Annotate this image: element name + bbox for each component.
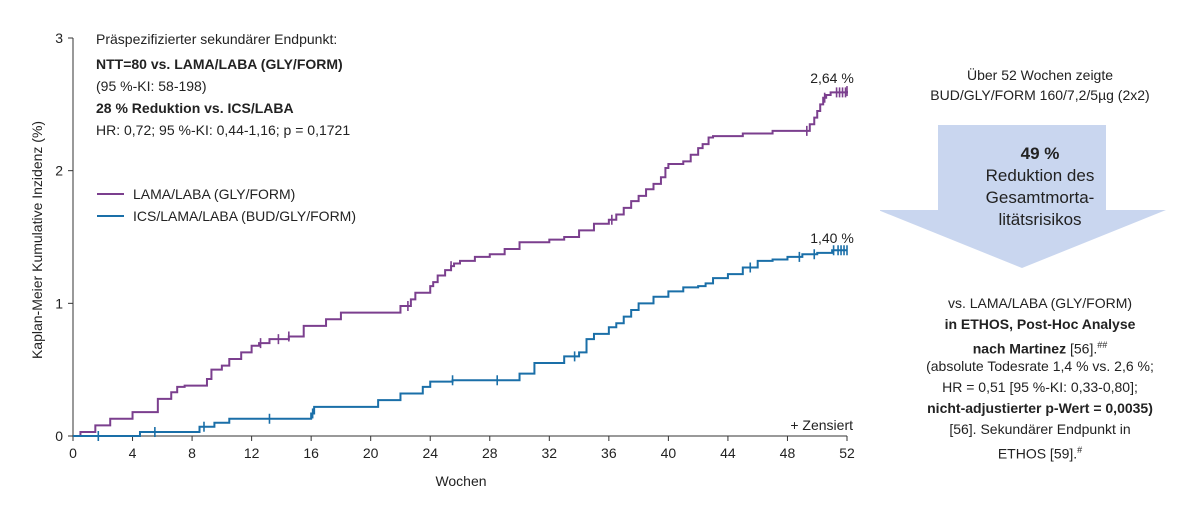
x-tick-label: 20 — [363, 445, 379, 461]
y-tick-label: 0 — [55, 428, 63, 444]
detail-line-3-bold: nach Martinez — [972, 340, 1067, 357]
x-axis-label: Wochen — [435, 473, 486, 489]
x-tick-label: 28 — [482, 445, 498, 461]
x-tick-label: 44 — [720, 445, 736, 461]
y-axis-label: Kaplan-Meier Kumulative Inzidenz (%) — [29, 121, 45, 359]
detail-line-7: [56]. Sekundärer Endpunkt in — [949, 421, 1131, 437]
detail-line-3: nach Martinez [56].## — [880, 336, 1200, 359]
annotation-line-3: (95 %-KI: 58-198) — [96, 78, 207, 94]
reduction-arrow — [880, 125, 1166, 268]
annotation-line-5: HR: 0,72; 95 %-KI: 0,44-1,16; p = 0,1721 — [96, 122, 351, 138]
annotation-line-1: Präspezifizierter sekundärer Endpunkt: — [96, 31, 338, 47]
x-tick-label: 12 — [244, 445, 260, 461]
detail-line-3-ref: [56]. — [1066, 340, 1098, 357]
detail-line-2: in ETHOS, Post-Hoc Analyse — [944, 316, 1136, 332]
intro-line-1: Über 52 Wochen zeigte — [966, 67, 1114, 83]
annotation-line-2: NTT=80 vs. LAMA/LABA (GLY/FORM) — [96, 56, 343, 72]
detail-line-1: vs. LAMA/LABA (GLY/FORM) — [947, 295, 1133, 311]
x-tick-label: 8 — [188, 445, 196, 461]
series-line-2 — [73, 249, 847, 437]
series-1-end-label: 2,64 % — [810, 70, 854, 86]
intro-line-2: BUD/GLY/FORM 160/7,2/5µg (2x2) — [930, 87, 1150, 103]
censor-note: + Zensiert — [790, 417, 853, 433]
detail-line-8: ETHOS [59].# — [880, 441, 1200, 464]
arrow-text: 49 % Reduktion des Gesamtmorta- litätsri… — [880, 143, 1200, 231]
legend: LAMA/LABA (GLY/FORM) ICS/LAMA/LABA (BUD/… — [97, 186, 356, 224]
series-line-1 — [73, 91, 848, 437]
y-tick-label: 2 — [55, 163, 63, 179]
x-tick-label: 24 — [422, 445, 438, 461]
y-tick-label: 1 — [55, 295, 63, 311]
reduction-line-3: litätsrisikos — [998, 210, 1082, 229]
detail-line-5: HR = 0,51 [95 %-KI: 0,33-0,80]; — [942, 379, 1138, 395]
legend-label-ics-lama-laba: ICS/LAMA/LABA (BUD/GLY/FORM) — [133, 208, 356, 224]
reduction-percent: 49 % — [1020, 144, 1060, 163]
series-2-end-label: 1,40 % — [810, 230, 854, 246]
x-tick-label: 4 — [129, 445, 137, 461]
y-tick-label: 3 — [55, 30, 63, 46]
reduction-line-2: Gesamtmorta- — [985, 188, 1095, 207]
detail-line-3-sup: ## — [1097, 340, 1108, 350]
detail-line-4: (absolute Todesrate 1,4 % vs. 2,6 %; — [926, 358, 1154, 374]
detail-line-6: nicht-adjustierter p-Wert = 0,0035) — [927, 400, 1153, 416]
x-tick-label: 48 — [780, 445, 796, 461]
curves — [73, 91, 848, 437]
detail-line-8-sup: # — [1077, 445, 1083, 455]
arrow-shape — [880, 125, 1166, 268]
annotation-line-4: 28 % Reduktion vs. ICS/LABA — [96, 100, 294, 116]
censor-marks — [97, 86, 848, 441]
x-tick-label: 0 — [69, 445, 77, 461]
detail-line-8-text: ETHOS [59]. — [997, 445, 1078, 462]
reduction-line-1: Reduktion des — [985, 166, 1095, 185]
x-tick-label: 36 — [601, 445, 617, 461]
x-tick-label: 16 — [303, 445, 319, 461]
x-tick-label: 32 — [542, 445, 558, 461]
legend-label-lama-laba: LAMA/LABA (GLY/FORM) — [133, 186, 295, 202]
x-tick-label: 40 — [661, 445, 677, 461]
x-tick-label: 52 — [839, 445, 855, 461]
